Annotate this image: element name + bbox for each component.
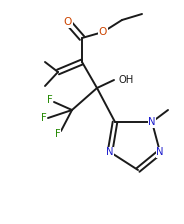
Text: F: F xyxy=(41,113,47,123)
Text: O: O xyxy=(64,17,72,27)
Text: N: N xyxy=(156,147,164,157)
Text: O: O xyxy=(99,27,107,37)
Text: F: F xyxy=(55,129,61,139)
Text: OH: OH xyxy=(118,75,134,85)
Text: N: N xyxy=(106,147,114,157)
Text: F: F xyxy=(47,95,53,105)
Text: N: N xyxy=(148,117,156,127)
